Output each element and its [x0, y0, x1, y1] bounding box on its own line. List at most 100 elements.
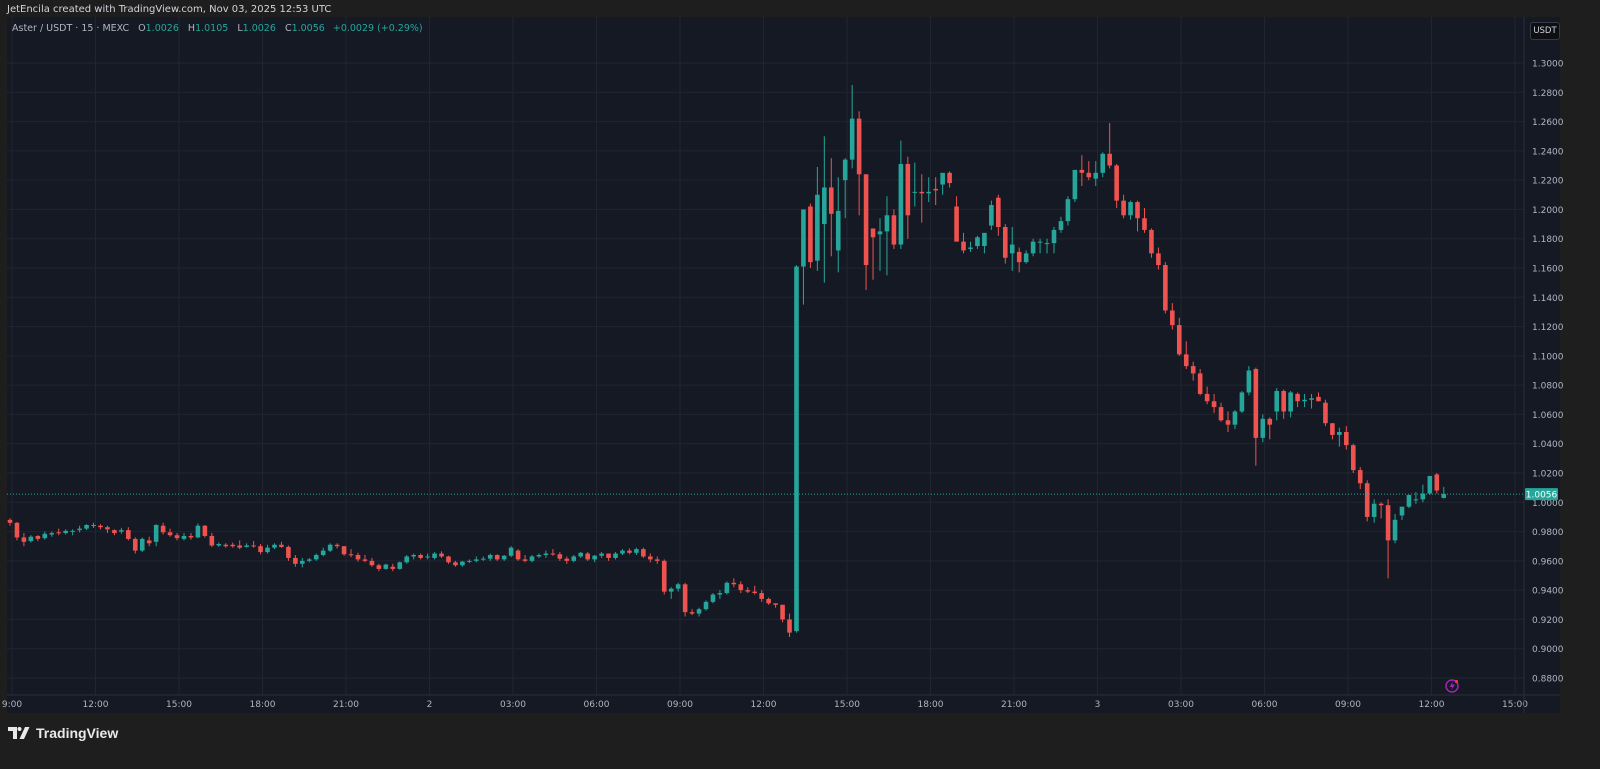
candle [1163, 265, 1168, 311]
price-tick-label: 1.0200 [1532, 470, 1564, 480]
candle [1323, 402, 1328, 424]
candle [926, 191, 932, 194]
candle [494, 555, 500, 560]
candle [1392, 519, 1398, 541]
candle [585, 553, 590, 560]
candle [1406, 494, 1412, 507]
candle [355, 555, 361, 560]
candle [21, 537, 27, 542]
candle [362, 559, 368, 561]
price-axis[interactable] [1525, 17, 1560, 695]
candle [968, 247, 973, 249]
candle [954, 206, 959, 242]
candle [815, 194, 820, 261]
time-tick-label: 09:00 [667, 700, 693, 710]
candle [675, 584, 681, 589]
candle [467, 560, 472, 562]
candle [153, 524, 159, 542]
candle [696, 609, 702, 614]
time-tick-label: 09:00 [1335, 700, 1361, 710]
candle [1058, 221, 1064, 230]
candle [383, 564, 389, 569]
candle [202, 525, 208, 536]
candle [1260, 418, 1266, 438]
open-label: O [138, 23, 146, 34]
candle [119, 530, 124, 532]
candle [738, 584, 744, 591]
price-tick-label: 1.2400 [1532, 147, 1564, 157]
candle [731, 582, 737, 585]
lightning-event-icon[interactable] [1445, 679, 1459, 693]
candle [70, 530, 75, 532]
candle [63, 530, 68, 534]
time-tick-label: 12:00 [751, 700, 777, 710]
candle [1225, 420, 1231, 425]
candle [940, 172, 945, 185]
candle [28, 536, 34, 542]
candle [898, 164, 904, 245]
candle [1295, 393, 1300, 402]
open-value: 1.0026 [145, 23, 179, 34]
time-tick-label: 21:00 [1001, 700, 1027, 710]
candle [884, 215, 890, 232]
candle [961, 241, 966, 251]
candle [181, 535, 187, 539]
candle [1281, 391, 1286, 412]
currency-button[interactable]: USDT [1530, 22, 1560, 40]
candle [1399, 506, 1405, 516]
price-tick-label: 1.2000 [1532, 206, 1564, 216]
candle [1232, 411, 1238, 425]
candle [77, 528, 82, 531]
candle [912, 191, 918, 193]
candle [293, 557, 298, 564]
price-tick-label: 0.9000 [1532, 645, 1564, 655]
candle [167, 532, 173, 536]
candle [870, 228, 876, 238]
candle [1002, 227, 1008, 258]
time-tick-label: 2 [427, 700, 433, 710]
price-tick-label: 0.9600 [1532, 557, 1564, 567]
candle [188, 535, 194, 538]
low-label: L [237, 23, 243, 34]
price-tick-label: 1.1400 [1532, 294, 1564, 304]
symbol-title[interactable]: Aster / USDT · 15 · MEXC [12, 23, 130, 34]
candle [801, 209, 806, 267]
candle [592, 555, 597, 560]
candle [606, 553, 611, 558]
candle [787, 619, 792, 633]
time-tick-label: 12:00 [83, 700, 109, 710]
candle [557, 554, 563, 559]
candle [842, 159, 848, 181]
candle [982, 232, 987, 247]
candle [627, 550, 632, 553]
candle [112, 530, 117, 534]
candle [376, 565, 382, 569]
candle [1267, 418, 1273, 425]
candle [390, 566, 396, 569]
candle [1128, 202, 1133, 216]
candle [571, 556, 577, 561]
price-tick-label: 1.1800 [1532, 235, 1564, 245]
candle [759, 593, 764, 599]
candle [49, 533, 55, 535]
time-tick-label: 3 [1095, 700, 1101, 710]
attribution-text: JetEncila created with TradingView.com, … [7, 4, 332, 15]
candle [752, 591, 758, 594]
candle [1072, 169, 1078, 200]
chart-pane[interactable] [7, 17, 1560, 713]
price-tick-label: 1.0800 [1532, 382, 1564, 392]
time-tick-label: 15:00 [166, 700, 192, 710]
candle [418, 555, 423, 558]
candle [300, 560, 305, 564]
price-tick-label: 1.3000 [1532, 60, 1564, 70]
candle [369, 560, 375, 566]
candle [773, 603, 778, 605]
candle [139, 538, 145, 551]
candle [703, 601, 709, 610]
candle [710, 594, 716, 602]
candle [244, 545, 249, 547]
time-axis[interactable] [7, 696, 1524, 713]
candle [1009, 244, 1015, 254]
candles [7, 84, 1447, 637]
